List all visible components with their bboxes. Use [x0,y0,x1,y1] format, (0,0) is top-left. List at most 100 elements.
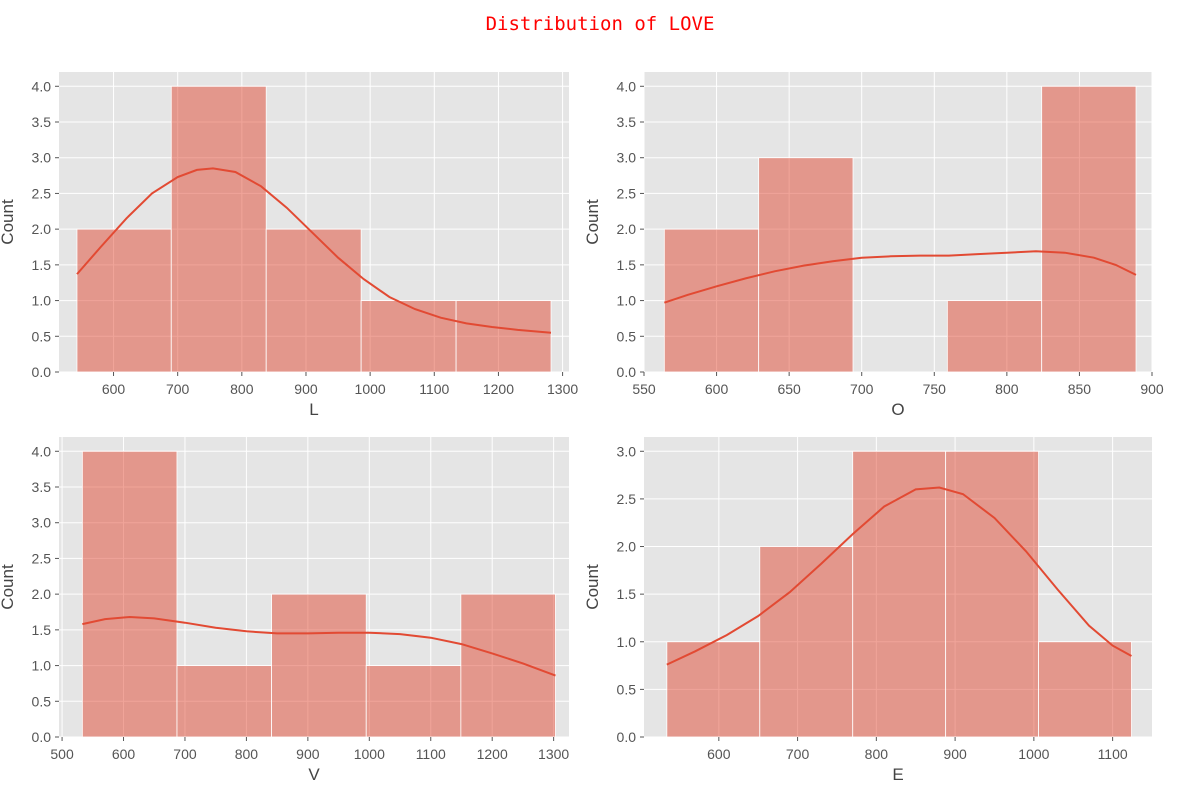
x-tick-label: 1300 [547,381,578,397]
figure-title: Distribution of LOVE [486,13,715,35]
histogram-bar [1041,85,1137,373]
x-tick-label: 700 [166,381,190,397]
x-tick-label: 900 [294,381,318,397]
x-tick-label: 750 [923,381,947,397]
y-tick-label: 0.5 [617,681,637,697]
kde-line [666,486,1132,666]
x-tick-label: 900 [943,746,967,762]
y-axis-label: Count [0,199,17,245]
y-tick-label: 2.5 [32,185,52,201]
x-tick-label: 1000 [355,381,386,397]
subplot-grid: 600 700 800 900 1000 1100 1200 1300 0.0 0.5 1.0 1.5… [0,72,1164,784]
y-tick-label: 2.0 [617,539,637,555]
y-tick-label: 3.5 [617,114,637,130]
x-axis-label: O [891,400,904,419]
y-tick-label: 3.0 [617,150,637,166]
y-tick-label: 2.5 [617,185,637,201]
x-tick-label: 1300 [538,746,569,762]
x-axis-label: V [308,765,320,784]
histogram-bar [666,641,761,738]
y-tick-label: 1.0 [617,634,637,650]
y-tick-label: 4.0 [32,443,52,459]
y-tick-label: 0.5 [617,328,637,344]
histogram-bar [1038,641,1132,738]
histogram-bar [176,665,273,738]
y-tick-label: 0.5 [32,693,52,709]
y-tick-label: 4.0 [32,78,52,94]
x-tick-label: 900 [296,746,320,762]
histogram-bar [759,546,854,738]
x-tick-label: 800 [865,746,889,762]
y-tick-label: 2.0 [32,586,52,602]
y-tick-label: 3.0 [32,515,52,531]
histogram-bar [81,450,178,738]
x-tick-label: 800 [995,381,1019,397]
x-tick-label: 1000 [354,746,385,762]
y-tick-label: 0.5 [32,328,52,344]
x-tick-label: 850 [1068,381,1092,397]
histogram-bar [852,450,947,738]
y-tick-label: 2.5 [32,550,52,566]
kde-line [76,167,552,334]
x-axis-label: E [892,765,903,784]
y-tick-label: 0.0 [32,729,52,745]
x-tick-label: 1100 [416,746,446,762]
x-tick-label: 1200 [477,746,508,762]
x-tick-label: 1100 [419,381,449,397]
y-axis-label: Count [0,564,17,610]
y-tick-label: 0.0 [617,729,637,745]
y-tick-label: 1.5 [32,257,52,273]
x-tick-label: 600 [112,746,136,762]
histogram-bar [360,300,457,373]
histogram-bar [170,85,267,373]
y-tick-label: 1.5 [617,586,637,602]
x-tick-label: 500 [50,746,74,762]
x-tick-label: 1000 [1018,746,1049,762]
x-tick-label: 800 [230,381,254,397]
histogram-bar [265,228,362,373]
histogram-bar [460,593,556,738]
x-tick-label: 600 [705,381,729,397]
y-tick-label: 0.0 [32,364,52,380]
y-tick-label: 3.0 [617,443,637,459]
x-tick-label: 600 [102,381,126,397]
subplot-1: 600 700 800 900 1000 1100 1200 1300 0.0 0.5 1.0 1.5… [0,72,578,419]
x-tick-label: 900 [1140,381,1164,397]
histogram-bar [365,665,462,738]
kde-line [82,615,556,677]
x-tick-label: 700 [173,746,197,762]
y-tick-label: 1.0 [617,293,637,309]
x-tick-label: 700 [786,746,810,762]
histogram-bar [663,228,760,373]
y-tick-label: 2.0 [617,221,637,237]
x-tick-label: 1200 [483,381,514,397]
x-tick-label: 600 [707,746,731,762]
y-tick-label: 3.0 [32,150,52,166]
x-tick-label: 1100 [1098,746,1128,762]
histogram-bar [76,228,172,373]
histogram-bar [455,300,552,373]
histogram-bar [271,593,367,738]
x-tick-label: 700 [850,381,874,397]
y-tick-label: 2.0 [32,221,52,237]
y-tick-label: 3.5 [32,114,52,130]
y-tick-label: 4.0 [617,78,637,94]
subplot-3: 500 600 700 800 900 1000 1100 1200 1300 0.0 0.5 1.0… [0,437,569,784]
x-axis-label: L [309,400,318,419]
subplot-2: 550 600 650 700 750 800 850 900 0.0 0.5 1.0 1.5 2.0 2… [583,72,1164,419]
y-tick-label: 0.0 [617,364,637,380]
x-tick-label: 550 [632,381,656,397]
kde-line [663,250,1137,304]
y-tick-label: 1.5 [617,257,637,273]
y-tick-label: 1.5 [32,622,52,638]
x-tick-label: 800 [235,746,259,762]
histogram-bar [946,300,1043,373]
histogram-bar [945,450,1039,738]
y-tick-label: 2.5 [617,491,637,507]
y-tick-label: 1.0 [32,293,52,309]
x-tick-label: 650 [777,381,801,397]
subplot-4: 600 700 800 900 1000 1100 0.0 0.5 1.0 1.5 2.0 2.5 3.… [583,437,1152,784]
y-axis-label: Count [583,564,602,610]
y-axis-label: Count [583,199,602,245]
